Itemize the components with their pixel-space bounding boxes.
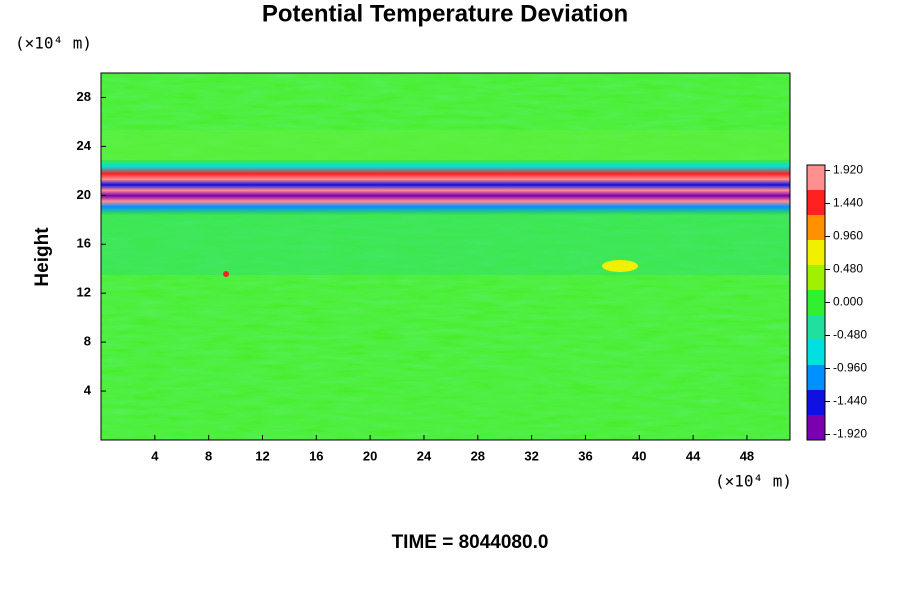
x-tick-label: 4 — [151, 448, 159, 463]
y-tick-label: 20 — [77, 187, 91, 202]
y-tick-label: 24 — [77, 138, 92, 153]
plot-frame — [100, 72, 791, 441]
chart-title: Potential Temperature Deviation — [262, 0, 628, 27]
x-tick-label: 12 — [255, 448, 269, 463]
colorbar-label: 1.920 — [833, 163, 863, 177]
colorbar-label: 1.440 — [833, 196, 863, 210]
x-tick-label: 44 — [686, 448, 701, 463]
y-tick-label: 4 — [84, 383, 92, 398]
colorbar-label: 0.000 — [833, 295, 863, 309]
x-tick-label: 48 — [740, 448, 754, 463]
footer: TIME = 8044080.0 — [392, 532, 549, 553]
y-tick-label: 8 — [84, 334, 91, 349]
x-unit: (×10⁴ m) — [715, 472, 792, 491]
field — [101, 73, 790, 440]
x-tick-label: 24 — [417, 448, 432, 463]
y-tick-label: 16 — [77, 236, 91, 251]
colorbar-label: 0.960 — [833, 229, 863, 243]
colorbar-label: -1.920 — [833, 427, 867, 441]
y-tick-label: 12 — [77, 285, 91, 300]
x-tick-label: 36 — [578, 448, 592, 463]
y-tick-label: 28 — [77, 89, 91, 104]
x-tick-label: 40 — [632, 448, 646, 463]
x-tick-label: 8 — [205, 448, 212, 463]
y-axis-label: Height — [32, 227, 53, 287]
colorbar-label: -0.960 — [833, 361, 867, 375]
x-tick-label: 16 — [309, 448, 323, 463]
colorbar-label: -0.480 — [833, 328, 867, 342]
colorbar-label: 0.480 — [833, 262, 863, 276]
y-unit: (×10⁴ m) — [15, 34, 92, 53]
colorbar — [806, 164, 826, 441]
colorbar-label: -1.440 — [833, 394, 867, 408]
x-tick-label: 28 — [471, 448, 485, 463]
x-tick-label: 32 — [524, 448, 538, 463]
x-tick-label: 20 — [363, 448, 377, 463]
